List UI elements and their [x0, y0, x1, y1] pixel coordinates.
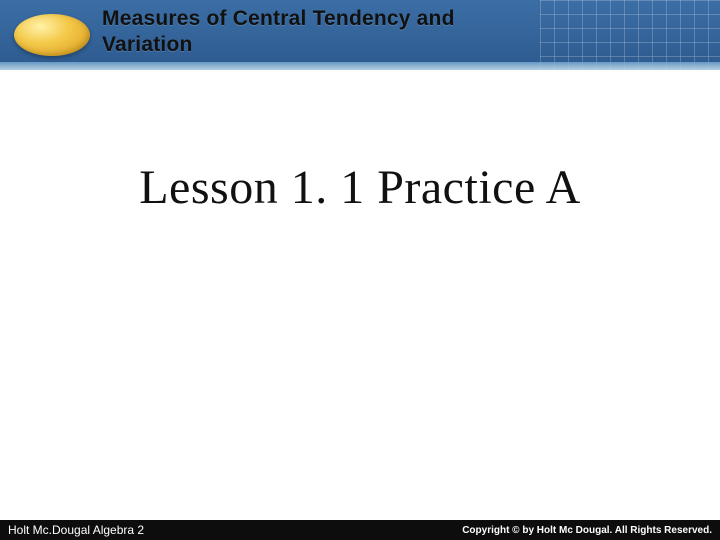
- slide-body: Lesson 1. 1 Practice A: [0, 70, 720, 520]
- lesson-title: Lesson 1. 1 Practice A: [139, 160, 581, 215]
- footer-copyright: Copyright © by Holt Mc Dougal. All Right…: [462, 525, 712, 536]
- footer-copyright-text: Copyright © by Holt Mc Dougal. All Right…: [462, 525, 712, 536]
- footer-textbook-label: Holt Mc.Dougal Algebra 2: [8, 523, 144, 537]
- header-title: Measures of Central Tendency and Variati…: [102, 6, 532, 59]
- slide-footer: Holt Mc.Dougal Algebra 2 Copyright © by …: [0, 520, 720, 540]
- header-badge-oval: [14, 14, 90, 56]
- slide-header: Measures of Central Tendency and Variati…: [0, 0, 720, 70]
- header-grid-decoration: [540, 0, 720, 70]
- header-underline: [0, 62, 720, 70]
